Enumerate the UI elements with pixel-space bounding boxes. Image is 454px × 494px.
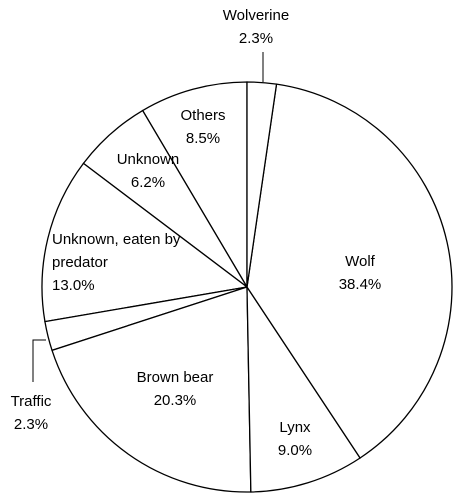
pie-slice [41,162,249,323]
slice-label: Others 8.5% [153,104,253,150]
pie-slice [246,81,278,288]
value-label: 2.3% [13,416,49,433]
slice-label: Unknown, eaten by predator 13.0% [52,228,222,297]
value-label: 6.2% [130,174,166,191]
category-label: Traffic [10,393,52,410]
slice-label: Brown bear 20.3% [115,366,235,412]
value-label: 8.5% [185,130,221,147]
pie-slice [51,286,252,493]
slice-label: Wolf 38.4% [310,250,410,296]
slice-label: Lynx 9.0% [245,416,345,462]
value-label: 38.4% [338,276,382,293]
category-label: Wolf [345,253,375,270]
category-label: Unknown, eaten by predator [52,231,181,271]
value-label: 20.3% [153,392,197,409]
value-label: 2.3% [238,30,274,47]
slice-label: Wolverine 2.3% [206,4,306,50]
category-label: Unknown [116,151,180,168]
slice-label: Unknown 6.2% [98,148,198,194]
leader-line [32,339,46,382]
pie-slice [141,81,248,290]
category-label: Wolverine [222,7,290,24]
value-label: 13.0% [52,277,95,294]
slice-label: Traffic 2.3% [0,390,62,436]
category-label: Lynx [279,419,311,436]
pie-slice [246,284,361,493]
category-label: Others [180,107,226,124]
category-label: Brown bear [136,369,214,386]
value-label: 9.0% [277,442,313,459]
pie-slice [246,83,453,459]
